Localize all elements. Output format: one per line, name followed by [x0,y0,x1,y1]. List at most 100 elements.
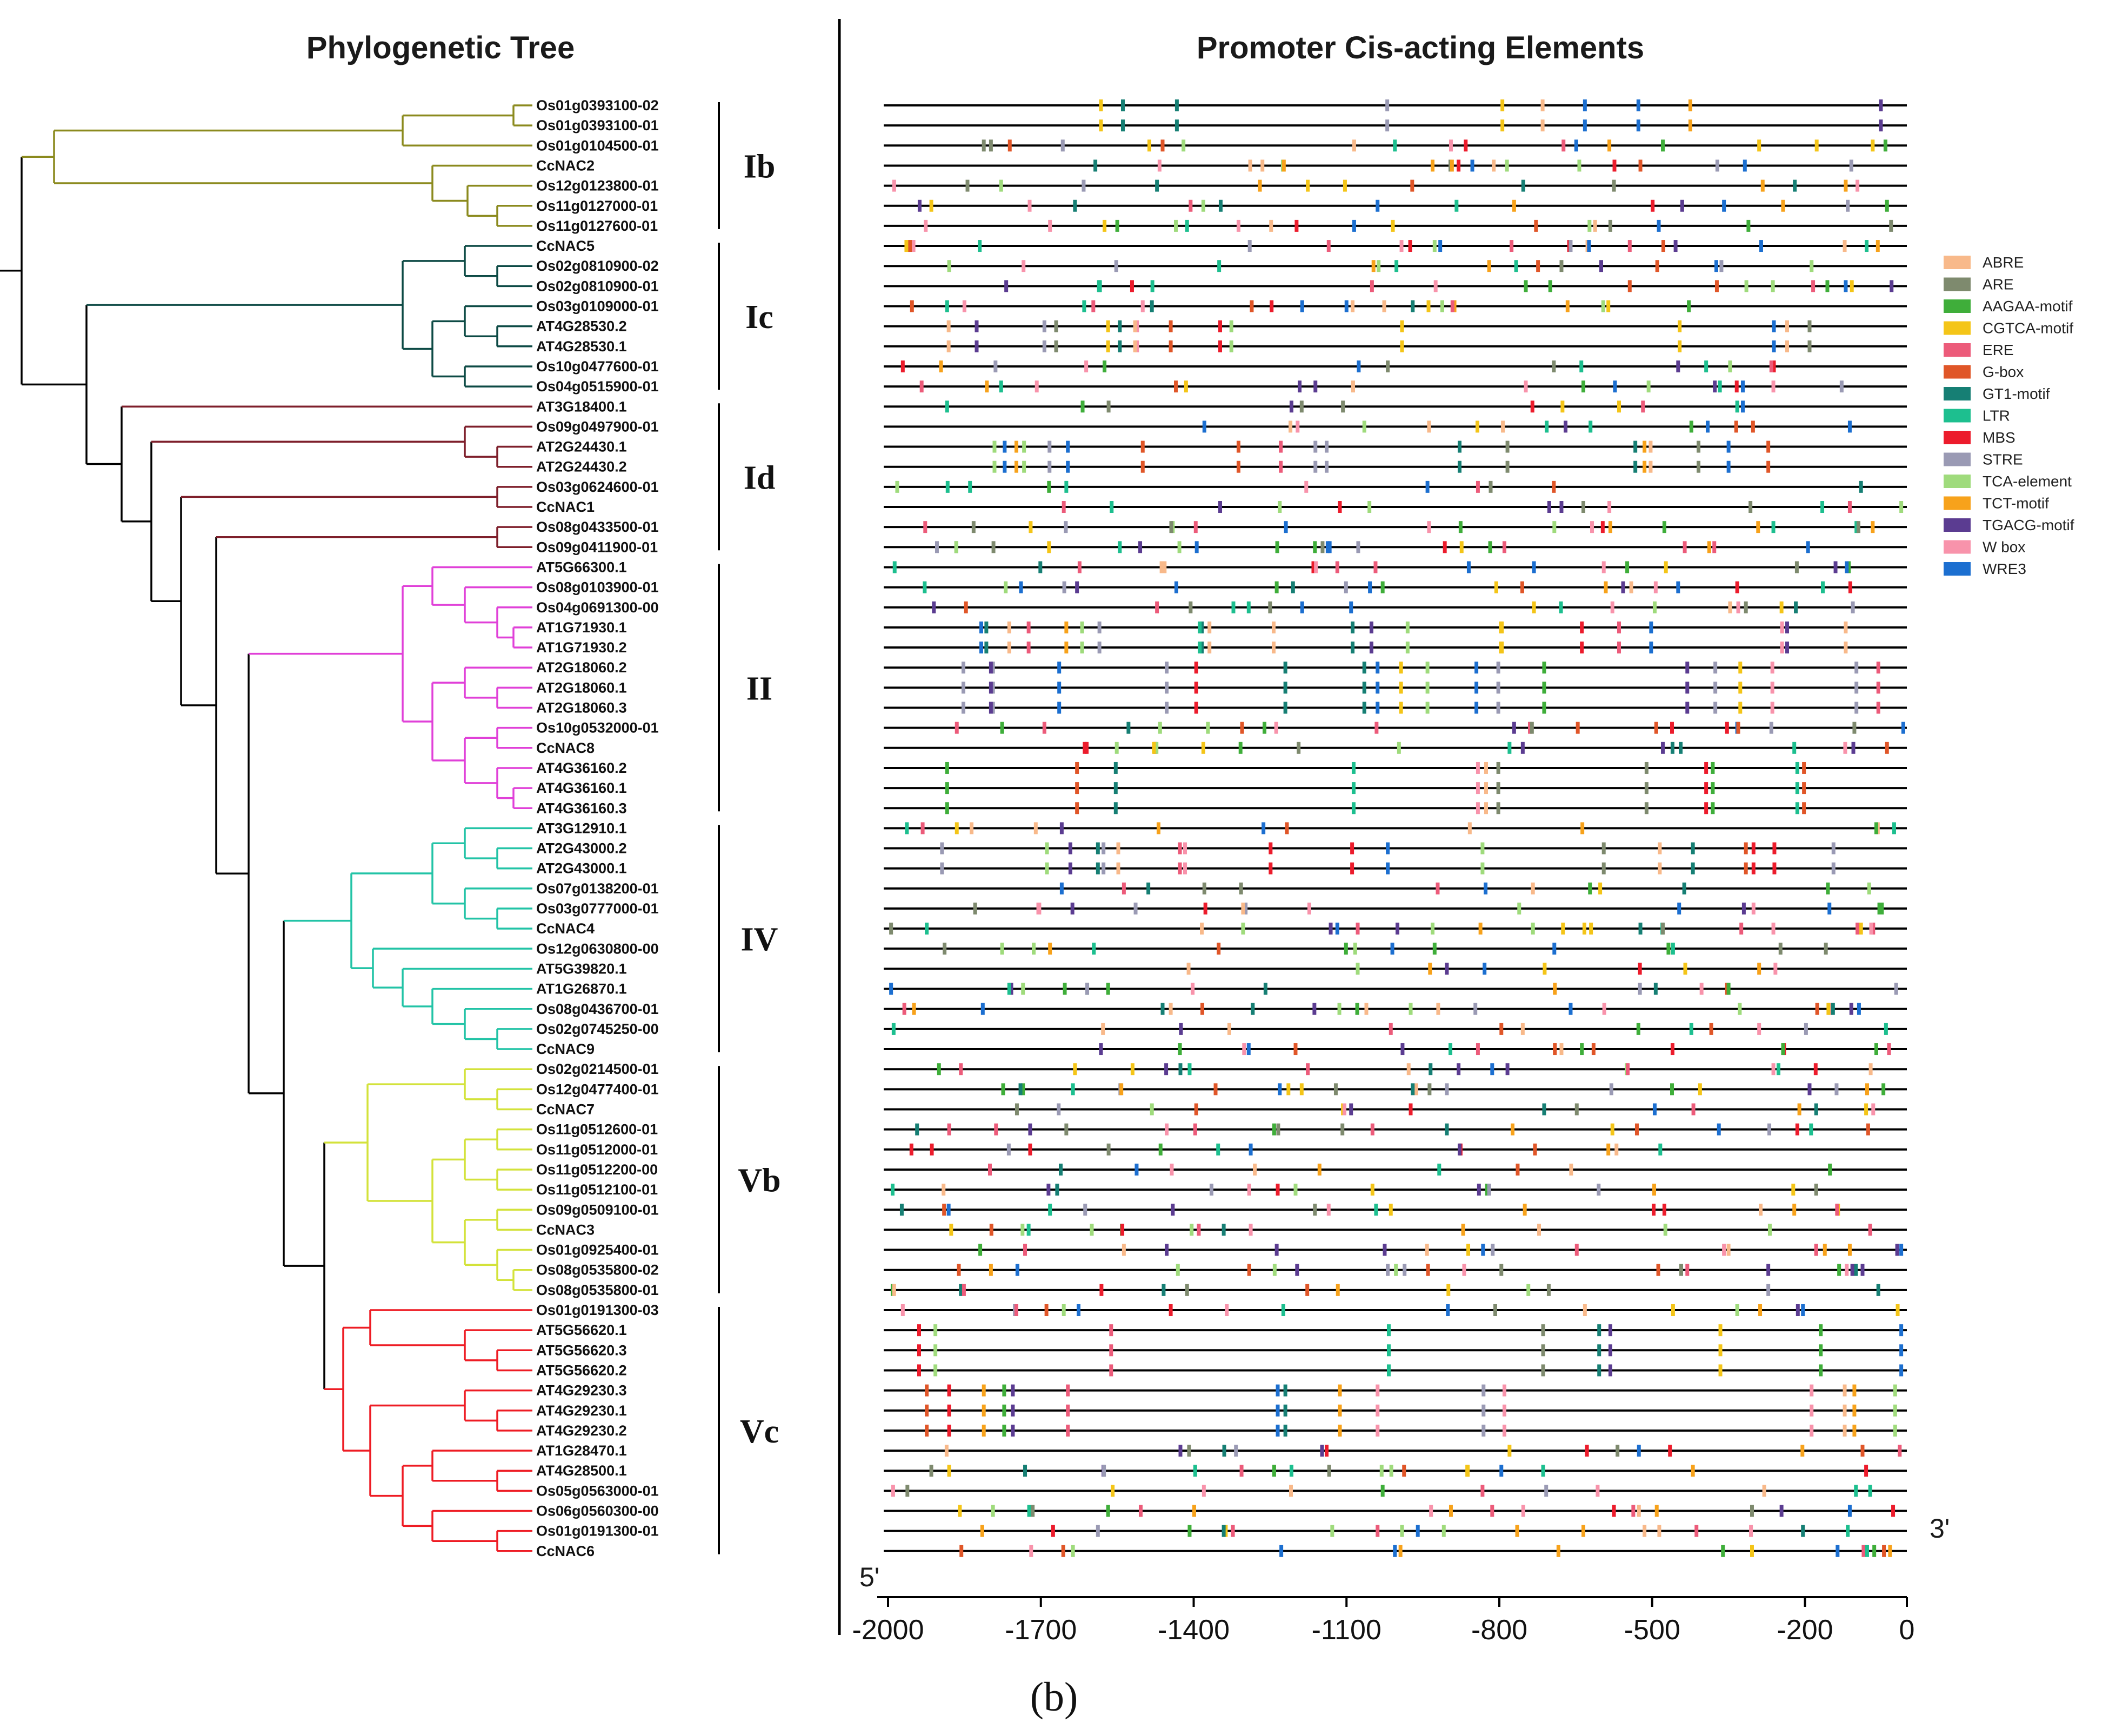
cis-element-mark [1462,1264,1466,1276]
cis-element-mark [1389,1465,1393,1477]
cis-element-mark [1541,1344,1545,1357]
cis-element-mark [1457,1063,1461,1076]
gene-label: Os02g0810900-02 [536,258,659,274]
cis-element-mark [1075,802,1079,814]
cis-element-mark [1159,561,1164,573]
gene-label: AT4G36160.1 [536,780,627,796]
cis-element-mark [1356,541,1360,553]
cis-element-mark [1119,1083,1124,1096]
legend-label: G-box [1983,364,2024,380]
cis-element-mark [892,1284,896,1296]
panel-label: (b) [1030,1674,1078,1720]
cis-element-mark [1502,1424,1506,1437]
cis-element-mark [1380,1485,1385,1497]
cis-element-mark [1386,842,1390,854]
cis-element-mark [985,380,989,393]
cis-element-mark [1489,480,1493,493]
legend-swatch [1944,540,1971,554]
cis-element-mark [1582,923,1586,935]
cis-element-mark [925,923,929,935]
cis-element-mark [1300,601,1304,613]
cis-element-mark [1602,1003,1606,1015]
cis-element-mark [1542,662,1546,674]
axis-tick-label: -2000 [852,1614,924,1646]
cis-element-mark [1722,199,1726,212]
cis-element-mark [1652,1204,1656,1216]
cis-element-mark [1871,923,1876,935]
cis-element-mark [1668,1445,1672,1457]
cis-element-mark [1133,320,1137,332]
gene-label: Os01g0191300-01 [536,1523,659,1539]
legend-swatch [1944,452,1971,466]
cis-element-mark [1194,1103,1198,1116]
cis-element-mark [1015,1103,1019,1116]
cis-element-mark [1085,983,1090,995]
cis-element-mark [1779,1505,1784,1517]
cis-element-mark [917,1364,921,1377]
cis-element-mark [1512,199,1516,212]
cis-element-mark [1475,420,1479,433]
cis-element-mark [1253,1163,1257,1176]
cis-element-mark [1225,1304,1229,1316]
cis-element-mark [1866,1123,1870,1136]
cis-element-mark [1198,642,1202,654]
cis-element-mark [1532,601,1536,613]
cis-element-mark [1625,561,1630,573]
cis-element-mark [1002,1384,1006,1397]
cis-element-mark [1164,1063,1169,1076]
cis-element-mark [1531,923,1535,935]
cis-element-mark [1634,1123,1639,1136]
cis-element-mark [1389,1204,1393,1216]
cis-element-mark [1521,1505,1525,1517]
cis-element-mark [1670,742,1674,754]
gene-label: Os08g0103900-01 [536,579,659,596]
gene-label: AT5G56620.1 [536,1322,627,1338]
cis-element-mark [1850,1264,1854,1276]
cis-element-mark [1893,1424,1897,1437]
cis-element-mark [1018,1083,1023,1096]
cis-element-mark [991,702,995,714]
cis-element-mark [1889,219,1893,232]
cis-element-mark [1476,802,1480,814]
cis-element-mark [1400,1525,1404,1537]
cis-element-mark [1600,521,1605,533]
cis-element-mark [1581,1525,1586,1537]
cis-element-mark [1006,1143,1011,1156]
cis-element-mark [1169,1304,1173,1316]
cis-element-mark [1003,440,1007,453]
cis-element-mark [1520,581,1524,593]
cis-element-mark [1751,862,1756,874]
cis-element-mark [1552,521,1557,533]
cis-element-mark [1169,521,1173,533]
legend-label: ABRE [1983,254,2024,271]
cis-element-mark [1278,1083,1282,1096]
cis-element-mark [1071,1545,1075,1557]
cis-element-mark [1399,240,1404,252]
cis-element-mark [1133,340,1137,352]
cis-element-mark [1217,943,1221,955]
cis-element-mark [1457,159,1461,172]
cis-element-mark [900,360,905,372]
cis-element-mark [1122,1244,1126,1256]
cis-element-mark [1383,1244,1387,1256]
cis-element-mark [989,1224,993,1236]
cis-element-mark [1670,1043,1674,1056]
cis-element-mark [1819,1324,1823,1337]
cis-element-mark [1246,1043,1251,1056]
cis-element-mark [1297,742,1301,754]
cis-element-mark [1250,300,1254,312]
cis-element-mark [1661,240,1665,252]
cis-element-mark [1082,300,1086,312]
cis-element-mark [1778,943,1783,955]
cis-element-mark [917,1324,921,1337]
cis-element-mark [1617,642,1621,654]
position-axis: -2000 -1700 -1400 -1100 -800 -500 -200 0 [852,1596,1914,1646]
cis-element-mark [1379,1465,1384,1477]
cis-element-mark [1541,1324,1545,1337]
cis-element-mark [1130,280,1134,292]
cis-element-mark [1485,1184,1489,1196]
cis-element-mark [1106,1143,1111,1156]
cis-element-mark [1313,440,1318,453]
cis-element-mark [1802,762,1806,774]
cis-element-mark [1140,460,1145,473]
